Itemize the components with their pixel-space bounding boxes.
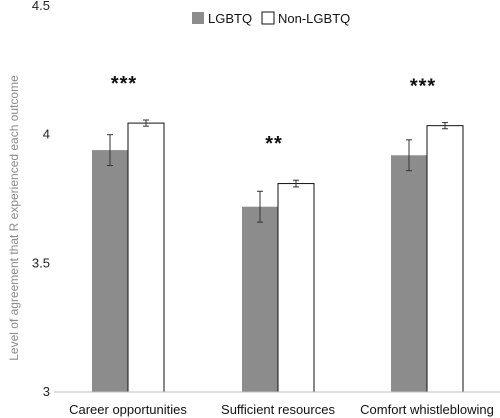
- legend: LGBTQ Non-LGBTQ: [192, 11, 350, 26]
- category-label: Sufficient resources: [221, 402, 335, 417]
- significance-markers: ********: [111, 73, 436, 155]
- significance-marker: ***: [410, 76, 436, 98]
- bar-lgbtq: [391, 155, 427, 392]
- legend-swatch-non-lgbtq: [261, 11, 275, 25]
- bar-lgbtq: [92, 150, 128, 392]
- y-axis-label: Level of agreement that R experienced ea…: [7, 75, 21, 361]
- bar-non-lgbtq: [277, 183, 315, 393]
- category-label: Comfort whistleblowing: [360, 402, 494, 417]
- error-bars: [107, 119, 448, 223]
- bar-non-lgbtq: [426, 125, 464, 393]
- y-tick-label: 3.5: [32, 255, 50, 270]
- y-axis-ticks: 3 3.5 4 4.5: [32, 0, 50, 399]
- category-labels: Career opportunities Sufficient resources…: [69, 402, 494, 417]
- significance-marker: **: [265, 133, 283, 155]
- y-tick-label: 4.5: [32, 0, 50, 13]
- y-tick-label: 3: [43, 384, 50, 399]
- legend-swatch-lgbtq: [192, 12, 204, 24]
- significance-marker: ***: [111, 73, 137, 95]
- legend-label-non-lgbtq: Non-LGBTQ: [278, 11, 350, 26]
- bar-non-lgbtq: [127, 122, 165, 393]
- category-label: Career opportunities: [69, 402, 187, 417]
- bars: [92, 122, 464, 393]
- y-tick-label: 4: [43, 127, 50, 142]
- bar-lgbtq: [242, 206, 278, 392]
- legend-label-lgbtq: LGBTQ: [208, 11, 252, 26]
